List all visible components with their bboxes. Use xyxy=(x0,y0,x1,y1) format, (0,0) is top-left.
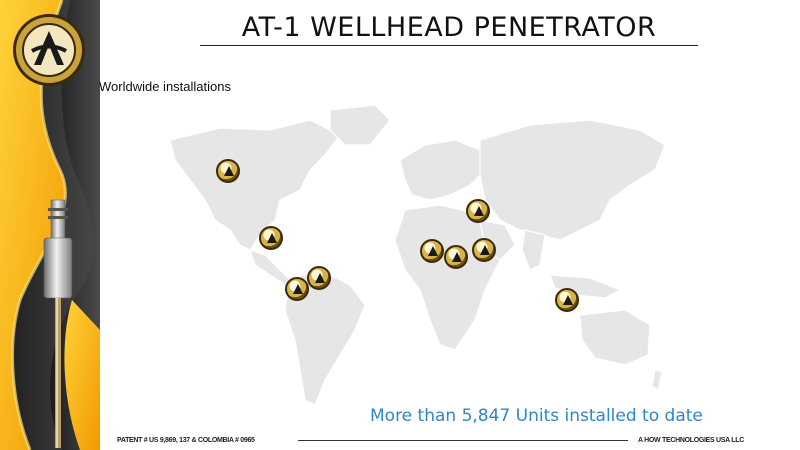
installation-marker-middle-east[interactable] xyxy=(472,238,496,262)
australia-shape xyxy=(579,309,651,366)
installation-marker-usa-gulf[interactable] xyxy=(259,226,283,250)
units-installed-text: More than 5,847 Units installed to date xyxy=(370,406,703,426)
greenland-shape xyxy=(329,104,391,146)
footer-divider xyxy=(298,440,628,441)
india-shape xyxy=(521,229,546,271)
installation-marker-venezuela[interactable] xyxy=(307,266,331,290)
installation-marker-indonesia[interactable] xyxy=(555,288,579,312)
europe-shape xyxy=(399,139,486,201)
north-america-shape xyxy=(169,119,341,251)
installation-marker-canada[interactable] xyxy=(216,159,240,183)
installation-marker-colombia[interactable] xyxy=(285,277,309,301)
section-subtitle: Worldwide installations xyxy=(99,79,231,94)
page-title: AT-1 WELLHEAD PENETRATOR xyxy=(241,12,657,43)
new-zealand-shape xyxy=(651,369,663,391)
title-underline xyxy=(200,45,698,46)
company-seal-icon xyxy=(13,14,85,86)
installation-marker-north-africa[interactable] xyxy=(420,239,444,263)
central-america-shape xyxy=(249,249,291,286)
footer-patent: PATENT # US 9,869, 137 & COLOMBIA # 0965 xyxy=(117,437,255,444)
installation-marker-libya[interactable] xyxy=(444,245,468,269)
south-america-shape xyxy=(284,269,366,406)
world-map xyxy=(169,104,666,406)
footer-company: A HOW TECHNOLOGIES USA LLC xyxy=(638,437,745,444)
asia-shape xyxy=(479,119,666,241)
installation-marker-eastern-europe[interactable] xyxy=(466,199,490,223)
connector-graphic xyxy=(43,199,73,448)
